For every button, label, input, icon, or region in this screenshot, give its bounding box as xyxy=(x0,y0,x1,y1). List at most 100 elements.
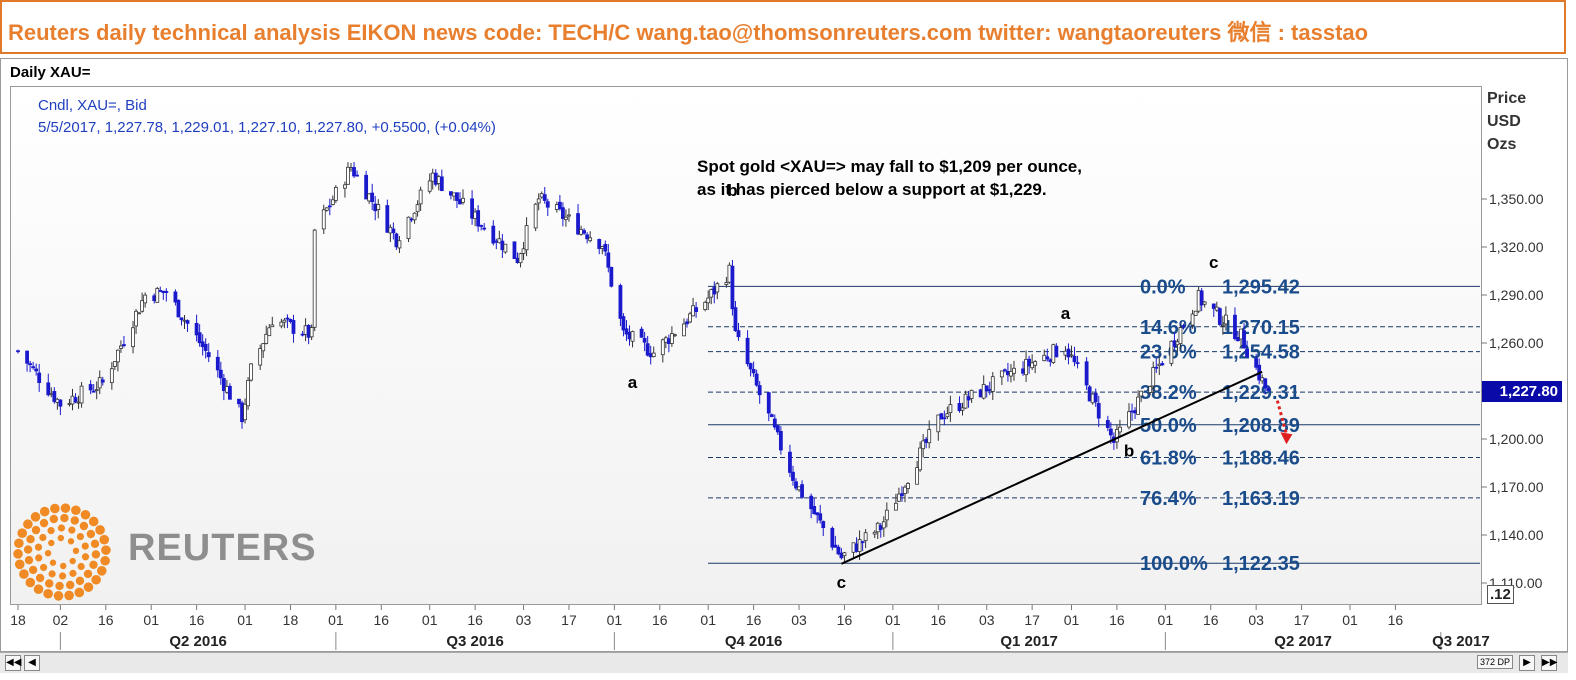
candle-body xyxy=(727,264,732,283)
candle-body xyxy=(370,192,375,203)
x-tick-label: 16 xyxy=(1109,612,1125,628)
candle-body xyxy=(536,198,541,204)
fib-level-label: 38.2% xyxy=(1140,382,1197,404)
x-tick-label: 16 xyxy=(373,612,389,628)
candle-body xyxy=(554,204,559,210)
x-tick-label: 03 xyxy=(979,612,995,628)
horizontal-scrollbar[interactable]: ◀◀ ◀ ▶ ▶▶ xyxy=(0,652,1568,673)
candle-body xyxy=(839,552,844,559)
logo-dot xyxy=(59,562,67,570)
logo-dot xyxy=(100,555,110,566)
candle-body xyxy=(860,541,865,544)
price-axis-label-1: Price xyxy=(1487,90,1527,107)
candle-body xyxy=(37,372,42,383)
logo-dot xyxy=(28,565,38,575)
candle-body xyxy=(158,290,163,292)
candle-body xyxy=(1266,387,1271,392)
logo-dot xyxy=(72,547,80,555)
x-tick-label: 18 xyxy=(283,612,299,628)
decimal-selector[interactable]: .12 xyxy=(1487,585,1514,604)
candle-body xyxy=(79,385,84,404)
candle-body xyxy=(748,363,753,370)
fib-level-label: 0.0% xyxy=(1140,276,1186,298)
candle-body xyxy=(112,361,117,367)
x-tick-label: 02 xyxy=(53,612,69,628)
candle-body xyxy=(109,368,114,384)
candle-body xyxy=(1245,349,1249,358)
candle-body xyxy=(179,317,184,321)
scroll-right-icon[interactable]: ▶ xyxy=(1519,655,1535,671)
fib-level-label: 61.8% xyxy=(1140,447,1197,469)
candle-body xyxy=(600,246,605,249)
candle-body xyxy=(439,176,444,191)
logo-dot xyxy=(60,513,69,523)
scroll-first-icon[interactable]: ◀◀ xyxy=(5,655,21,671)
candle-body xyxy=(288,318,293,322)
logo-dot xyxy=(77,562,85,571)
candle-body xyxy=(303,325,308,335)
fib-price-label: 1,122.35 xyxy=(1222,553,1300,575)
candle-body xyxy=(682,323,686,337)
candle-body xyxy=(769,414,774,418)
candle-body xyxy=(448,191,453,196)
scroll-last-icon[interactable]: ▶▶ xyxy=(1541,655,1557,671)
x-tick-label: 01 xyxy=(422,612,438,628)
logo-dot xyxy=(86,529,96,539)
candle-body xyxy=(733,307,738,332)
candle-body xyxy=(161,290,166,294)
candle-body xyxy=(1045,356,1050,360)
logo-dot xyxy=(95,525,105,535)
candle-body xyxy=(1042,354,1047,362)
candle-body xyxy=(903,486,907,494)
candle-body xyxy=(963,393,968,409)
candle-body xyxy=(666,338,671,344)
candle-body xyxy=(1196,290,1201,312)
logo-dot xyxy=(14,559,25,570)
logo-dot xyxy=(19,569,29,579)
candle-body xyxy=(1199,290,1204,306)
candle-body xyxy=(900,493,904,497)
fib-level-label: 50.0% xyxy=(1140,415,1197,437)
candle-body xyxy=(772,418,777,428)
scroll-left-icon[interactable]: ◀ xyxy=(24,655,40,671)
candle-body xyxy=(152,295,157,302)
legend-line-1: Cndl, XAU=, Bid xyxy=(38,97,147,114)
candle-body xyxy=(16,350,20,353)
candle-body xyxy=(691,305,695,317)
candle-body xyxy=(312,229,317,328)
logo-dot xyxy=(69,569,77,577)
candle-body xyxy=(939,413,944,420)
candle-body xyxy=(894,502,898,511)
logo-dot xyxy=(49,514,59,524)
candle-body xyxy=(1254,358,1259,368)
candle-body xyxy=(221,378,226,392)
candle-body xyxy=(1130,410,1134,413)
y-tick-label: 1,320.00 xyxy=(1489,239,1544,255)
candle-body xyxy=(249,363,254,381)
candle-body xyxy=(842,552,847,557)
candle-body xyxy=(639,328,644,338)
candle-body xyxy=(706,297,711,304)
candle-body xyxy=(981,384,986,399)
projection-arrow-head xyxy=(1280,432,1293,445)
logo-dot xyxy=(47,527,55,535)
logo-dot xyxy=(17,528,28,538)
candle-body xyxy=(800,484,804,498)
candle-body xyxy=(630,331,635,342)
candle-body xyxy=(58,399,63,407)
candle-body xyxy=(1239,328,1243,340)
candle-body xyxy=(73,397,78,403)
candle-body xyxy=(25,350,29,364)
logo-dot xyxy=(50,503,60,514)
candle-body xyxy=(406,216,411,240)
candle-body xyxy=(642,337,647,343)
candle-body xyxy=(518,253,523,264)
logo-dot xyxy=(30,512,41,522)
candle-body xyxy=(1118,426,1122,433)
candle-body xyxy=(197,332,202,344)
candle-body xyxy=(588,237,593,242)
candle-body xyxy=(715,283,720,293)
candle-body xyxy=(812,506,817,514)
logo-dot xyxy=(65,580,75,590)
candle-body xyxy=(794,481,798,489)
